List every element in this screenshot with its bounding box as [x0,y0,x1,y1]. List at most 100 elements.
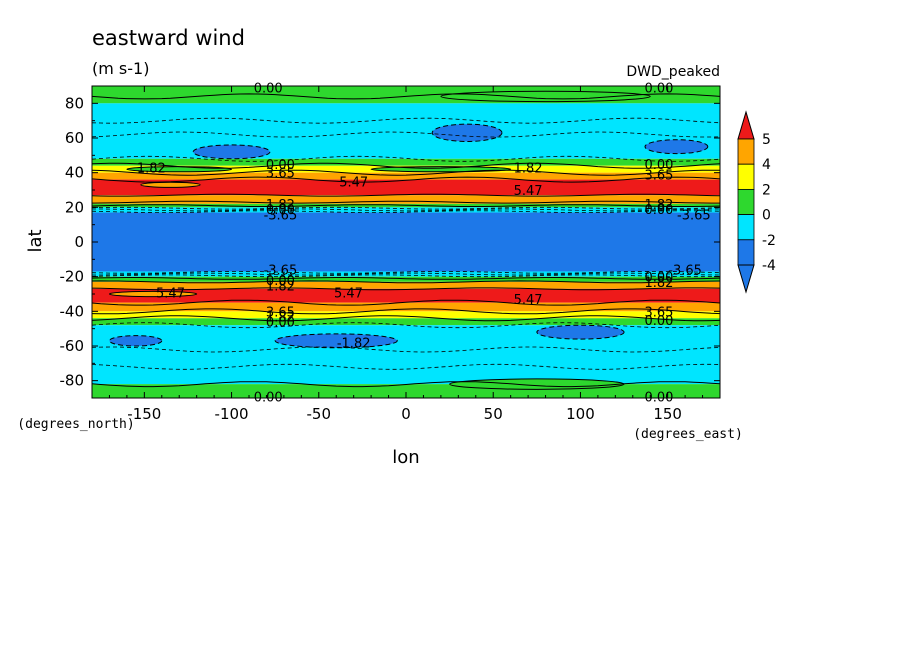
contour-line-7 [92,193,720,197]
y-tick-label: 40 [65,164,84,182]
contour-line-4 [92,162,720,169]
y-tick-label: -20 [60,268,85,286]
contour-line-18 [92,287,720,291]
x-axis-label: lon [392,447,419,468]
contour-line-19 [92,299,720,306]
colorbar-label: -2 [762,233,776,249]
contour-label: 0.00 [644,271,673,286]
contour-label: 1.82 [266,198,295,213]
field-band-11 [92,276,720,282]
contour-label: -3.65 [668,264,702,279]
colorbar-over-arrow [737,110,755,140]
x-tick-label: -50 [307,405,332,423]
chart-title: eastward wind [92,26,245,50]
contour-label: 0.00 [266,316,295,331]
field-band-8 [92,207,720,213]
contour-label: 3.65 [266,305,295,320]
contour-label: -1.82 [337,337,371,352]
contour-label: 1.82 [514,161,543,176]
field-band-2 [92,158,720,166]
contour-line-8 [92,200,720,204]
field-band-9 [92,212,720,272]
x-tick-label: -100 [215,405,249,423]
contour-label: 3.65 [266,167,295,182]
x-tick-label: -150 [127,405,161,423]
field-blob-1 [192,144,271,160]
field-blob-10 [440,90,651,103]
contour-label: -3.65 [677,208,711,223]
field-blob-11 [449,378,625,390]
contour-line-21 [92,315,720,322]
contour-label: 0.00 [266,203,295,218]
y-tick-label: -80 [60,372,85,390]
contour-line-25 [92,381,720,388]
contour-label: -3.65 [264,264,298,279]
field-blob-6 [140,181,201,188]
contour-line-6 [92,176,720,183]
colorbar: 5 4 2 0 -2 -4 [737,110,776,294]
field-band-6 [92,195,720,204]
contour-lines [92,93,720,388]
contour-label: 1.82 [266,311,295,326]
contour-label: 1.82 [644,198,673,213]
field-band-13 [92,288,720,303]
chart-units: (m s-1) [92,59,149,78]
y-tick-label: -60 [60,337,85,355]
contour-label: 0.00 [266,274,295,289]
contour-label: 5.47 [334,286,363,301]
y-tick-label: 60 [65,129,84,147]
y-tick-label: 20 [65,198,84,216]
field-blob-9 [370,166,512,173]
contour-label: 1.82 [266,279,295,294]
contour-line-17 [92,280,720,284]
field-band-17 [92,325,720,385]
colorbar-label: -4 [762,258,776,274]
x-tick-label: 100 [566,405,595,423]
contour-label: 1.82 [137,161,166,176]
x-axis-units: (degrees_east) [633,427,743,442]
field-band-10 [92,271,720,277]
field-blob-0 [431,123,503,142]
colorbar-label: 4 [762,157,771,173]
contour-label: 3.65 [644,305,673,320]
contour-label: 0.00 [644,314,673,329]
axes: -150 -100 -50 0 50 100 150 -80 -60 -40 -20 0 20 40 60 8… [60,85,721,423]
contour-line-9 [92,204,720,207]
contour-labels: 0.00 0.001.82 1.820.00 0.003.65 3.655.475.47… [137,82,711,406]
contour-label: -3.65 [264,208,298,223]
contour-label: 5.47 [339,175,368,190]
plot-area [92,86,720,398]
colorbar-label: 5 [762,132,771,148]
field-band-12 [92,281,720,289]
contour-line-16 [92,277,720,280]
colorbar-label: 0 [762,208,771,224]
field-blob-3 [108,335,163,347]
field-band-1 [92,103,720,159]
contour-label: 5.47 [156,286,185,301]
field-blob-4 [274,333,398,349]
field-band-16 [92,318,720,326]
field-band-5 [92,179,720,196]
colorbar-label: 2 [762,182,771,198]
colorbar-swatch [737,214,755,241]
field-band-15 [92,311,720,319]
y-axis-units: (degrees_north) [17,417,134,432]
y-axis-label: lat [25,229,46,252]
colorbar-under-arrow [737,264,755,294]
dataset-label: DWD_peaked [626,64,720,80]
y-tick-label: 0 [74,233,84,251]
contour-line-5 [92,169,720,176]
field-band-14 [92,302,720,312]
x-tick-label: 50 [484,405,503,423]
field-blob-2 [644,139,709,155]
contour-label: 1.82 [644,276,673,291]
colorbar-swatch [737,239,755,266]
contour-label: 0.00 [644,158,673,173]
contour-label: 0.00 [644,203,673,218]
contour-label: 3.65 [644,168,673,183]
contour-label: 5.47 [514,184,543,199]
y-tick-label: -40 [60,302,85,320]
x-tick-label: 0 [401,405,411,423]
contour-label: 0.00 [254,82,283,97]
